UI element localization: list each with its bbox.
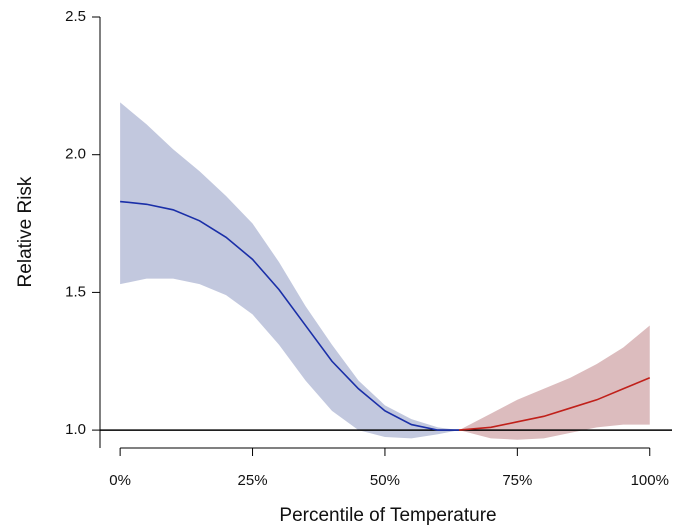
x-axis-title: Percentile of Temperature xyxy=(279,505,496,526)
confidence-band xyxy=(459,325,650,440)
line xyxy=(120,200,460,431)
y-tick-label: 2.5 xyxy=(65,8,86,25)
x-tick-label: 25% xyxy=(238,472,268,489)
y-axis-title: Relative Risk xyxy=(15,176,36,287)
y-tick-label: 1.5 xyxy=(65,283,86,300)
line xyxy=(459,377,651,431)
x-tick-label: 50% xyxy=(370,472,400,489)
x-tick-label: 0% xyxy=(109,472,131,489)
confidence-band xyxy=(120,102,460,439)
y-tick-label: 1.0 xyxy=(65,421,86,438)
y-tick-label: 2.0 xyxy=(65,146,86,163)
x-tick-label: 75% xyxy=(502,472,532,489)
x-tick-label: 100% xyxy=(631,472,669,489)
